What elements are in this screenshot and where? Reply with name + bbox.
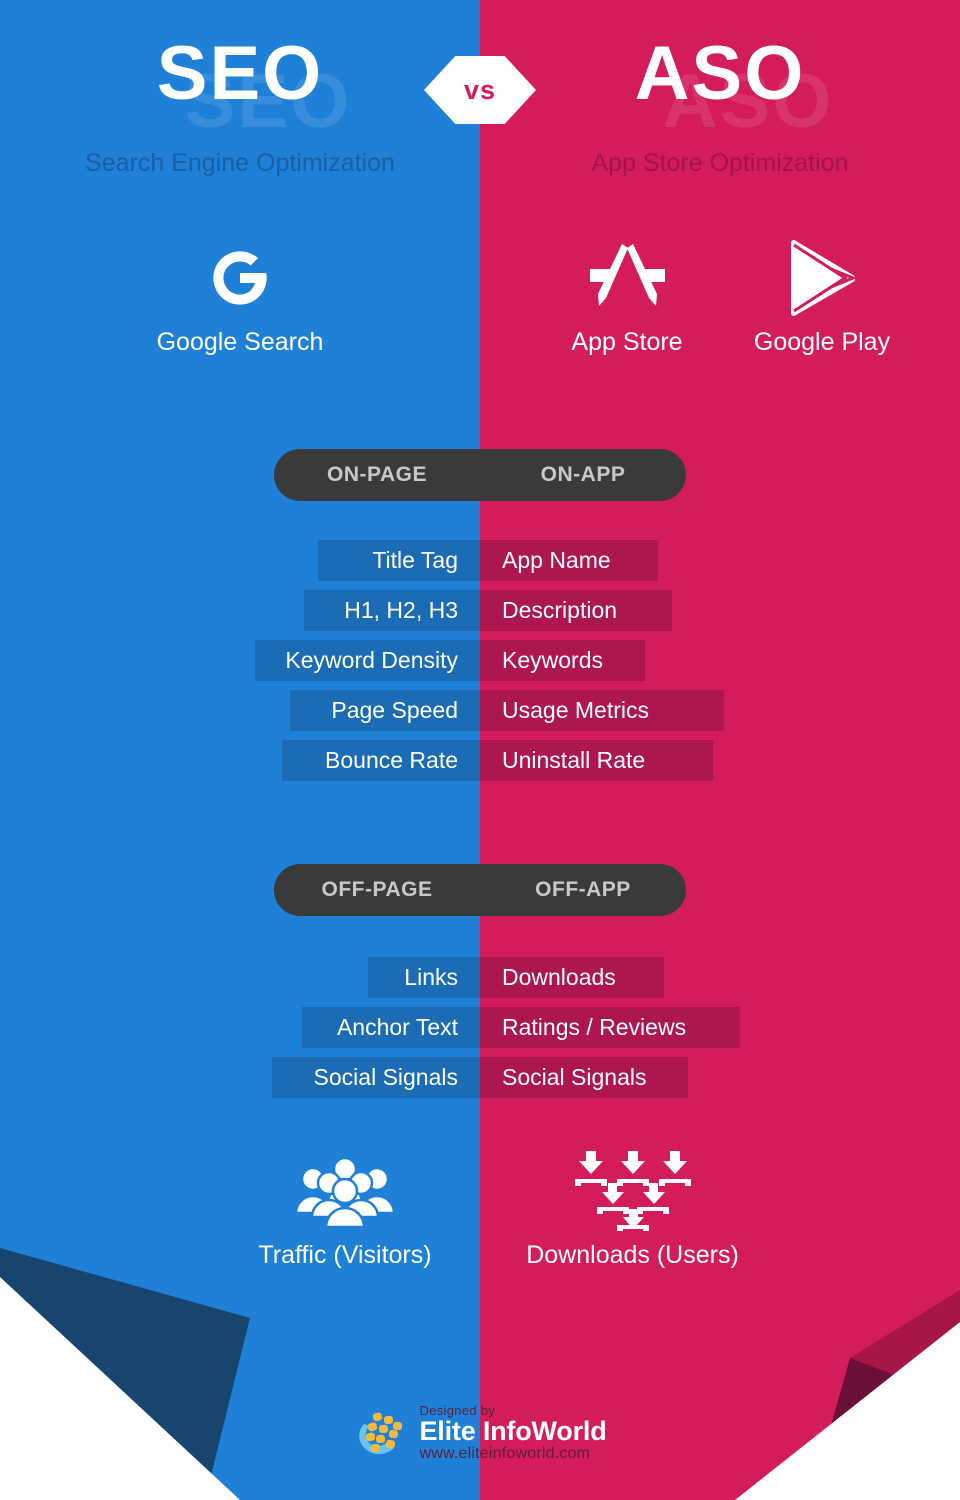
- comparison-cell-aso: Social Signals: [480, 1057, 688, 1098]
- platform-label: Google Play: [753, 328, 891, 356]
- comparison-row: Social Signals Social Signals: [0, 1057, 960, 1098]
- comparison-row: H1, H2, H3 Description: [0, 590, 960, 631]
- comparison-row: Links Downloads: [0, 957, 960, 998]
- globe-logo-icon: [354, 1406, 408, 1460]
- platform-google-search: Google Search: [120, 238, 360, 357]
- comparison-cell-aso: Usage Metrics: [480, 690, 724, 731]
- outcome-traffic: Traffic (Visitors): [225, 1145, 465, 1270]
- platform-app-store: App Store: [517, 238, 737, 357]
- comparison-cell-aso: Ratings / Reviews: [480, 1007, 740, 1048]
- app-store-icon: [517, 238, 737, 318]
- section-pill-off: OFF-PAGE OFF-APP: [274, 864, 686, 916]
- comparison-cell-seo: Page Speed: [290, 690, 480, 731]
- comparison-cell-seo: H1, H2, H3: [304, 590, 480, 631]
- platform-row: Google Search App Store: [0, 238, 960, 388]
- outcome-label: Traffic (Visitors): [258, 1241, 432, 1269]
- comparison-row: Page Speed Usage Metrics: [0, 690, 960, 731]
- outcome-row: Traffic (Visitors): [0, 1145, 960, 1295]
- platform-label: App Store: [571, 328, 683, 356]
- aso-subtitle: App Store Optimization: [591, 149, 849, 177]
- section-pill-right-label: ON-APP: [540, 463, 626, 486]
- versus-label: vs: [463, 75, 497, 105]
- footer: Designed by Elite InfoWorld www.eliteinf…: [0, 1393, 960, 1473]
- platform-google-play: Google Play: [712, 238, 932, 357]
- comparison-cell-seo: Title Tag: [318, 540, 480, 581]
- comparison-cell-aso: Uninstall Rate: [480, 740, 713, 781]
- comparison-row: Anchor Text Ratings / Reviews: [0, 1007, 960, 1048]
- download-funnel-icon: [500, 1145, 765, 1235]
- comparison-cell-seo: Keyword Density: [255, 640, 480, 681]
- comparison-cell-aso: Downloads: [480, 957, 664, 998]
- brand-name: Elite InfoWorld: [419, 1416, 607, 1447]
- comparison-cell-aso: App Name: [480, 540, 658, 581]
- outcome-label: Downloads (Users): [526, 1241, 739, 1269]
- section-pill-right-label: OFF-APP: [535, 878, 631, 901]
- website-url[interactable]: www.eliteinfoworld.com: [419, 1444, 591, 1462]
- comparison-cell-aso: Keywords: [480, 640, 645, 681]
- footer-text-block: Designed by Elite InfoWorld www.eliteinf…: [419, 1402, 607, 1463]
- section-pill-left-label: OFF-PAGE: [321, 878, 433, 901]
- comparison-rows-off: Links Downloads Anchor Text Ratings / Revie…: [0, 957, 960, 1107]
- designed-by-label: Designed by: [419, 1402, 496, 1418]
- users-group-icon: [225, 1145, 465, 1235]
- header: SEO Search Engine Optimization ASO App S…: [0, 0, 960, 200]
- seo-subtitle: Search Engine Optimization: [85, 149, 395, 177]
- comparison-cell-seo: Anchor Text: [302, 1007, 480, 1048]
- comparison-cell-seo: Bounce Rate: [282, 740, 480, 781]
- comparison-rows-on: Title Tag App Name H1, H2, H3 Description Ke…: [0, 540, 960, 790]
- section-pill-left-label: ON-PAGE: [327, 463, 427, 486]
- google-play-icon: [712, 238, 932, 318]
- section-pill-on: ON-PAGE ON-APP: [274, 449, 686, 501]
- comparison-cell-aso: Description: [480, 590, 672, 631]
- aso-title: ASO: [634, 31, 806, 116]
- comparison-cell-seo: Social Signals: [272, 1057, 480, 1098]
- outcome-downloads: Downloads (Users): [500, 1145, 765, 1270]
- seo-title: SEO: [156, 31, 324, 116]
- comparison-row: Keyword Density Keywords: [0, 640, 960, 681]
- comparison-cell-seo: Links: [368, 957, 480, 998]
- comparison-row: Bounce Rate Uninstall Rate: [0, 740, 960, 781]
- platform-label: Google Search: [156, 328, 324, 356]
- comparison-row: Title Tag App Name: [0, 540, 960, 581]
- google-g-icon: [120, 238, 360, 318]
